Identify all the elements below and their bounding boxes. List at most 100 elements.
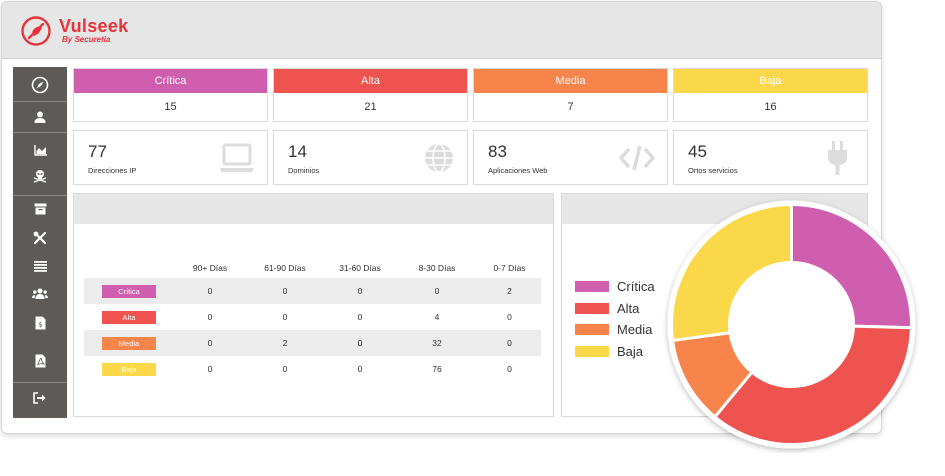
stat-value: 83 (488, 142, 507, 161)
invoice-icon: $ (35, 316, 45, 330)
row-label-cell: Baja (84, 356, 174, 382)
table-cell: 0 (478, 330, 541, 356)
sidebar-item-tools[interactable] (13, 227, 67, 249)
stat-label: Dominios (288, 166, 320, 175)
table-cell: 0 (507, 364, 512, 374)
sidebar-divider (13, 382, 67, 383)
legend-item-baja[interactable]: Baja (575, 341, 655, 363)
pdf-file-icon (35, 354, 45, 368)
severity-card-alta[interactable]: Alta 21 (273, 68, 468, 122)
table-row: Media 0 2 0 32 0 (84, 330, 541, 356)
legend-item-critica[interactable]: Crítica (575, 276, 655, 298)
table-cell: 2 (478, 278, 541, 304)
aging-panel (73, 193, 554, 417)
table-cell: 0 (207, 312, 213, 322)
table-header: 31-60 Días (339, 263, 381, 273)
table-row: Crítica 0 0 0 0 2 (84, 278, 541, 304)
legend-label: Baja (617, 343, 644, 359)
severity-card-title: Baja (674, 69, 867, 93)
sidebar-item-vulnerabilities[interactable] (13, 165, 67, 187)
table-header: 0-7 Días (493, 263, 526, 273)
table-cell: 0 (174, 278, 246, 304)
table-cell: 0 (207, 364, 213, 374)
table-cell: 0 (357, 364, 363, 374)
severity-card-count: 7 (567, 101, 574, 113)
severity-card-baja[interactable]: Baja 16 (673, 68, 868, 122)
legend-item-alta[interactable]: Alta (575, 298, 655, 320)
donut-slice-alta[interactable] (712, 324, 913, 446)
brand-name: Vulseek (59, 16, 129, 36)
sidebar-item-invoices[interactable]: $ (13, 312, 67, 334)
legend-label: Crítica (617, 279, 655, 295)
table-row: Baja 0 0 0 76 0 (84, 356, 541, 382)
archive-icon (34, 203, 46, 215)
row-label-cell: Media (84, 330, 174, 356)
users-icon (32, 288, 48, 299)
vulseek-logo-icon[interactable] (20, 15, 52, 47)
stat-card-web-apps[interactable]: 83 Aplicaciones Web (473, 130, 668, 185)
table-header: 8-30 Días (418, 263, 456, 273)
sign-out-icon (33, 392, 46, 404)
severity-card-critica[interactable]: Crítica 15 (73, 68, 268, 122)
sidebar-item-profile[interactable] (13, 102, 67, 131)
sidebar-item-logout[interactable] (13, 387, 67, 409)
legend-swatch (575, 324, 609, 336)
sidebar-item-stats[interactable] (13, 139, 67, 161)
donut-slice-critica[interactable] (790, 202, 913, 330)
severity-card-title: Alta (274, 69, 467, 93)
table-cell: 0 (174, 330, 246, 356)
sidebar-item-reports[interactable] (13, 350, 67, 372)
sidebar-item-users[interactable] (13, 282, 67, 304)
stat-card-other-services[interactable]: 45 Ortos servicios (673, 130, 868, 185)
stat-card-domains[interactable]: 14 Dominios (273, 130, 468, 185)
stat-value: 14 (288, 142, 307, 161)
severity-card-title: Media (474, 69, 667, 93)
row-label-cell: Alta (84, 304, 174, 330)
plug-icon (828, 141, 847, 175)
severity-badge: Crítica (102, 284, 156, 298)
severity-card-media[interactable]: Media 7 (473, 68, 668, 122)
code-icon (619, 145, 655, 171)
table-header-empty (84, 258, 174, 278)
area-chart-icon (33, 144, 47, 156)
table-header: 61-90 Días (264, 263, 306, 273)
aging-table: 90+ Días 61-90 Días 31-60 Días 8-30 Días… (84, 258, 541, 382)
severity-card-count: 15 (164, 101, 177, 113)
legend-swatch (575, 345, 609, 357)
severity-card-count: 16 (764, 101, 777, 113)
table-header-row: 90+ Días 61-90 Días 31-60 Días 8-30 Días… (84, 258, 541, 278)
table-cell: 32 (396, 330, 478, 356)
table-cell: 0 (357, 312, 363, 322)
sidebar-divider (13, 132, 67, 133)
sidebar-divider (13, 101, 67, 102)
list-icon (33, 260, 47, 272)
severity-donut-chart (667, 200, 916, 449)
sidebar-item-archive[interactable] (13, 198, 67, 220)
table-cell: 76 (432, 364, 442, 374)
laptop-icon (220, 143, 254, 172)
legend-label: Alta (617, 300, 640, 316)
legend-item-media[interactable]: Media (575, 319, 655, 341)
chart-legend: Crítica Alta Media Baja (575, 276, 655, 362)
skull-icon (33, 170, 47, 183)
table-cell: 0 (246, 278, 324, 304)
table-cell: 0 (282, 364, 288, 374)
severity-badge: Media (102, 336, 156, 350)
stat-label: Direcciones IP (88, 166, 137, 175)
legend-swatch (575, 281, 609, 293)
stat-card-ip-addresses[interactable]: 77 Direcciones IP (73, 130, 268, 185)
table-cell: 2 (246, 330, 324, 356)
donut-slice-baja[interactable] (670, 202, 793, 343)
table-row: Alta 0 0 0 4 0 (84, 304, 541, 330)
sidebar-item-list[interactable] (13, 255, 67, 277)
svg-text:$: $ (38, 321, 42, 329)
legend-swatch (575, 302, 609, 314)
sidebar-item-dashboard[interactable] (13, 69, 67, 100)
legend-label: Media (617, 322, 653, 338)
severity-card-title: Crítica (74, 69, 267, 93)
stat-value: 77 (88, 142, 107, 161)
severity-card-count: 21 (364, 101, 377, 113)
tools-icon (33, 231, 47, 245)
table-cell: 0 (324, 330, 396, 356)
stat-label: Ortos servicios (688, 166, 738, 175)
